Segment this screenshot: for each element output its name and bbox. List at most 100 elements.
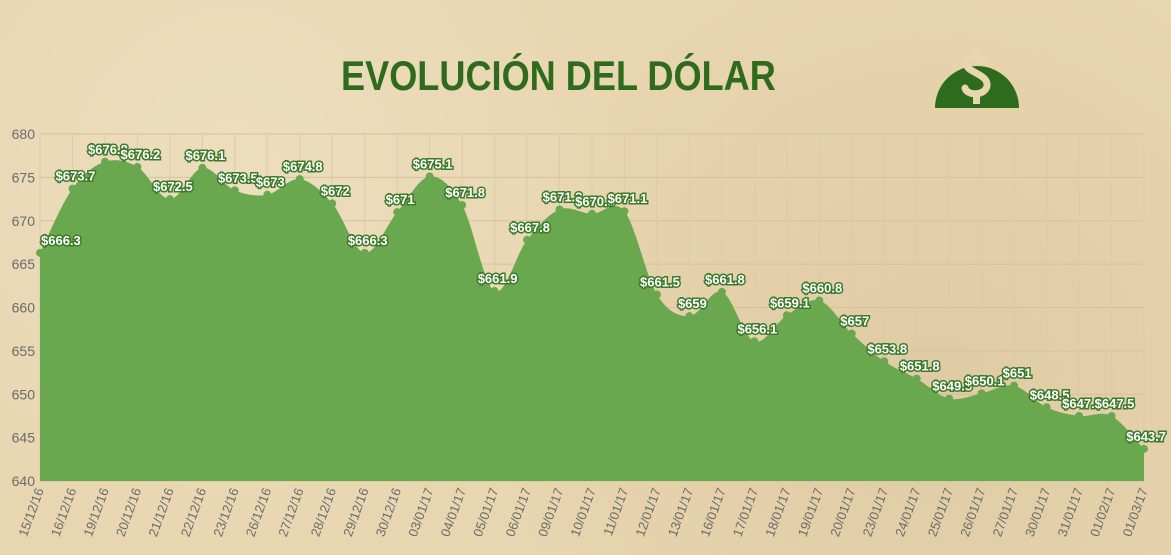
x-tick-label: 17/01/17 xyxy=(730,486,761,539)
data-label: $649.5 xyxy=(932,379,972,394)
area-series xyxy=(40,160,1144,481)
x-tick-label: 26/01/17 xyxy=(957,486,988,539)
data-point xyxy=(328,199,337,208)
y-tick-label: 660 xyxy=(12,300,36,316)
data-label: $676.8 xyxy=(88,142,128,157)
x-tick-label: 27/01/17 xyxy=(990,486,1021,539)
data-point xyxy=(1042,403,1051,412)
x-tick-label: 01/02/17 xyxy=(1087,486,1118,539)
data-label: $653.8 xyxy=(867,341,907,356)
data-point xyxy=(945,394,954,403)
x-tick-label: 26/12/16 xyxy=(243,486,274,539)
x-tick-label: 24/01/17 xyxy=(892,486,923,539)
x-tick-label: 01/03/17 xyxy=(1119,486,1150,539)
data-label: $651 xyxy=(1003,366,1032,381)
data-label: $675.1 xyxy=(413,157,453,172)
data-point xyxy=(458,201,467,210)
x-axis: 15/12/16 16/12/16 19/12/16 20/12/16 21/12/16… xyxy=(15,486,1150,539)
data-label: $647.5 xyxy=(1062,396,1102,411)
data-label: $661.5 xyxy=(640,274,680,289)
data-point xyxy=(750,337,759,346)
x-tick-label: 28/12/16 xyxy=(308,486,339,539)
data-label: $656.1 xyxy=(737,321,777,336)
data-label: $650.1 xyxy=(965,373,1005,388)
data-label: $667.8 xyxy=(510,220,550,235)
x-tick-label: 30/12/16 xyxy=(373,486,404,539)
data-point xyxy=(880,357,889,366)
y-tick-label: 645 xyxy=(12,430,36,446)
x-tick-label: 03/01/17 xyxy=(405,486,436,539)
x-tick-label: 05/01/17 xyxy=(470,486,501,539)
y-tick-label: 680 xyxy=(12,126,36,142)
data-point xyxy=(100,157,109,166)
data-label: $672 xyxy=(321,183,350,198)
data-label: $670.8 xyxy=(575,194,615,209)
data-point xyxy=(1010,381,1019,390)
data-point xyxy=(133,162,142,171)
y-tick-label: 675 xyxy=(12,169,36,185)
dollar-coin-icon xyxy=(935,48,1019,108)
x-tick-label: 20/12/16 xyxy=(113,486,144,539)
x-tick-label: 13/01/17 xyxy=(665,486,696,539)
data-point xyxy=(782,311,791,320)
x-tick-label: 04/01/17 xyxy=(438,486,469,539)
data-point xyxy=(165,195,174,204)
data-point xyxy=(717,287,726,296)
x-tick-label: 25/01/17 xyxy=(925,486,956,539)
data-point xyxy=(490,287,499,296)
x-tick-label: 09/01/17 xyxy=(535,486,566,539)
data-label: $671.3 xyxy=(543,189,583,204)
y-tick-label: 655 xyxy=(12,343,36,359)
data-point xyxy=(263,190,272,199)
data-label: $671 xyxy=(386,192,415,207)
data-label: $676.2 xyxy=(121,147,161,162)
x-tick-label: 31/01/17 xyxy=(1054,486,1085,539)
data-point xyxy=(977,389,986,398)
y-axis: 640 645 650 655 660 665 670 675 680 xyxy=(12,126,36,489)
data-point xyxy=(36,248,44,257)
data-label: $659 xyxy=(678,296,707,311)
data-label: $676.1 xyxy=(185,148,225,163)
data-point xyxy=(68,184,77,193)
data-label: $661.8 xyxy=(705,272,745,287)
data-point xyxy=(1107,411,1116,420)
data-label: $643.7 xyxy=(1126,429,1166,444)
data-label: $673 xyxy=(256,175,285,190)
data-label: $659.1 xyxy=(770,295,810,310)
data-point xyxy=(393,208,402,217)
x-tick-label: 23/01/17 xyxy=(860,486,891,539)
data-point xyxy=(230,186,239,195)
data-label: $666.3 xyxy=(348,233,388,248)
x-tick-label: 18/01/17 xyxy=(762,486,793,539)
data-point xyxy=(912,374,921,383)
data-point xyxy=(588,209,596,218)
x-tick-label: 20/01/17 xyxy=(827,486,858,539)
data-point xyxy=(523,235,532,244)
data-label: $661.9 xyxy=(478,271,518,286)
x-tick-label: 16/12/16 xyxy=(48,486,79,539)
data-label: $651.8 xyxy=(900,359,940,374)
y-tick-label: 640 xyxy=(12,473,36,489)
y-tick-label: 650 xyxy=(12,386,36,402)
x-tick-label: 19/01/17 xyxy=(795,486,826,539)
data-point xyxy=(652,290,661,299)
x-tick-label: 19/12/16 xyxy=(80,486,111,539)
data-points xyxy=(36,157,1148,453)
x-tick-label: 23/12/16 xyxy=(210,486,241,539)
y-tick-label: 665 xyxy=(12,256,36,272)
x-tick-label: 10/01/17 xyxy=(567,486,598,539)
data-point xyxy=(198,163,207,172)
x-tick-label: 30/01/17 xyxy=(1022,486,1053,539)
data-label: $648.5 xyxy=(1030,387,1070,402)
x-tick-label: 21/12/16 xyxy=(145,486,176,539)
x-tick-label: 16/01/17 xyxy=(697,486,728,539)
data-label: $666.3 xyxy=(41,233,81,248)
x-tick-label: 11/01/17 xyxy=(600,486,631,538)
data-label: $660.8 xyxy=(802,281,842,296)
data-label: $674.8 xyxy=(283,159,323,174)
chart-title: EVOLUCIÓN DEL DÓLAR xyxy=(341,52,776,99)
data-labels: $666.3 $673.7 $676.8$676.2 $672.5 $676.1 $673… xyxy=(40,140,1168,445)
x-tick-label: 06/01/17 xyxy=(502,486,533,539)
